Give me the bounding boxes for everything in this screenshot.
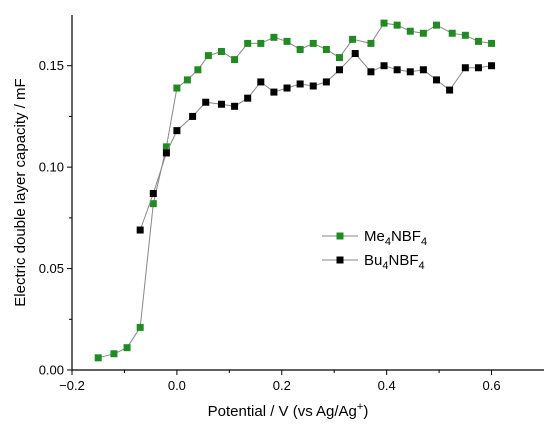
data-point bbox=[432, 21, 440, 29]
y-tick-label: 0.15 bbox=[39, 58, 64, 73]
data-point bbox=[270, 88, 278, 96]
data-point bbox=[335, 54, 343, 62]
y-tick-label: 0.00 bbox=[39, 363, 64, 378]
data-point bbox=[110, 350, 118, 358]
legend-label: Me4NBF4 bbox=[364, 228, 427, 248]
data-point bbox=[461, 31, 469, 39]
data-point bbox=[296, 80, 304, 88]
data-point bbox=[432, 76, 440, 84]
data-point bbox=[283, 84, 291, 92]
data-point bbox=[351, 50, 359, 58]
data-point bbox=[367, 39, 375, 47]
data-point bbox=[335, 66, 343, 74]
data-point bbox=[217, 100, 225, 108]
data-point bbox=[367, 68, 375, 76]
series-1 bbox=[136, 50, 496, 234]
data-point bbox=[189, 112, 197, 120]
data-point bbox=[162, 149, 170, 157]
legend: Me4NBF4 Bu4NBF4 bbox=[322, 228, 427, 272]
legend-label: Bu4NBF4 bbox=[364, 252, 425, 272]
plot-frame bbox=[71, 15, 544, 371]
data-point bbox=[474, 64, 482, 72]
data-point bbox=[194, 66, 202, 74]
data-point bbox=[283, 37, 291, 45]
data-point bbox=[380, 62, 388, 70]
data-point bbox=[419, 29, 427, 37]
series-layer bbox=[94, 19, 496, 362]
data-point bbox=[474, 37, 482, 45]
data-point bbox=[136, 226, 144, 234]
x-tick-label: −0.2 bbox=[59, 378, 85, 393]
data-point bbox=[183, 76, 191, 84]
data-point bbox=[322, 78, 330, 86]
data-point bbox=[123, 344, 131, 352]
data-point bbox=[173, 127, 181, 135]
data-point bbox=[162, 143, 170, 151]
data-point bbox=[309, 39, 317, 47]
y-tick-label: 0.05 bbox=[39, 261, 64, 276]
data-point bbox=[94, 354, 102, 362]
data-point bbox=[488, 39, 496, 47]
legend-marker bbox=[336, 256, 344, 264]
x-tick-label: 0.4 bbox=[378, 378, 396, 393]
x-axis-ticks: −0.2 0.0 0.2 0.4 0.6 bbox=[59, 370, 501, 393]
data-point bbox=[406, 27, 414, 35]
data-point bbox=[488, 62, 496, 70]
data-point bbox=[202, 98, 210, 106]
x-tick-label: 0.2 bbox=[273, 378, 291, 393]
data-point bbox=[257, 78, 265, 86]
data-point bbox=[173, 84, 181, 92]
x-tick-label: 0.0 bbox=[168, 378, 186, 393]
series-0 bbox=[94, 19, 496, 362]
x-tick-label: 0.6 bbox=[483, 378, 501, 393]
legend-item-1: Bu4NBF4 bbox=[322, 252, 425, 272]
data-point bbox=[309, 82, 317, 90]
legend-marker bbox=[336, 232, 344, 240]
data-point bbox=[204, 52, 212, 60]
series-line bbox=[98, 22, 492, 359]
data-point bbox=[270, 33, 278, 41]
data-point bbox=[419, 66, 427, 74]
data-point bbox=[244, 94, 252, 102]
data-point bbox=[136, 323, 144, 331]
x-axis-title: Potential / V (vs Ag/Ag+) bbox=[208, 401, 369, 420]
data-point bbox=[446, 86, 454, 94]
data-point bbox=[349, 35, 357, 43]
data-point bbox=[406, 68, 414, 76]
data-point bbox=[217, 48, 225, 56]
data-point bbox=[257, 39, 265, 47]
data-point bbox=[461, 64, 469, 72]
data-point bbox=[296, 45, 304, 53]
data-point bbox=[322, 45, 330, 53]
data-point bbox=[448, 29, 456, 37]
data-point bbox=[244, 39, 252, 47]
data-point bbox=[231, 102, 239, 110]
data-point bbox=[149, 200, 157, 208]
data-point bbox=[393, 21, 401, 29]
y-axis-title: Electric double layer capacity / mF bbox=[12, 78, 29, 306]
data-point bbox=[380, 19, 388, 27]
data-point bbox=[393, 66, 401, 74]
y-axis-ticks: 0.00 0.05 0.10 0.15 bbox=[39, 58, 72, 378]
y-tick-label: 0.10 bbox=[39, 160, 64, 175]
legend-item-0: Me4NBF4 bbox=[322, 228, 427, 248]
data-point bbox=[149, 190, 157, 198]
data-point bbox=[231, 56, 239, 64]
